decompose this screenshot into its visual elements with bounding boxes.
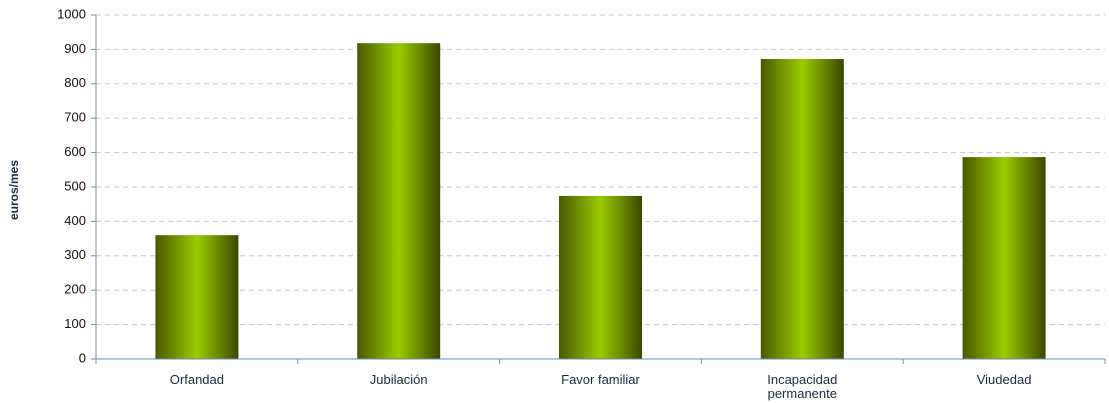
x-tick-label: Favor familiar <box>561 372 640 387</box>
y-tick-label: 300 <box>64 247 86 262</box>
y-tick-label: 1000 <box>57 6 86 21</box>
y-tick-label: 100 <box>64 316 86 331</box>
y-tick-label: 200 <box>64 282 86 297</box>
x-tick-label: Viudedad <box>976 372 1032 387</box>
y-tick-label: 800 <box>64 75 86 90</box>
bar <box>962 157 1046 359</box>
y-tick-label: 600 <box>64 144 86 159</box>
bar <box>357 43 441 359</box>
x-tick-label: Orfandad <box>169 372 224 387</box>
y-tick-label: 400 <box>64 213 86 228</box>
bar <box>155 235 239 359</box>
y-tick-label: 700 <box>64 110 86 125</box>
x-tick-label: Jubilación <box>369 372 428 387</box>
bar <box>559 195 642 359</box>
y-axis-label: euros/mes <box>7 160 21 220</box>
y-tick-label: 900 <box>64 41 86 56</box>
y-tick-label: 500 <box>64 178 86 193</box>
y-tick-label: 0 <box>79 350 86 365</box>
x-tick-label: Incapacidad permanente <box>767 372 838 401</box>
bar <box>760 59 844 359</box>
